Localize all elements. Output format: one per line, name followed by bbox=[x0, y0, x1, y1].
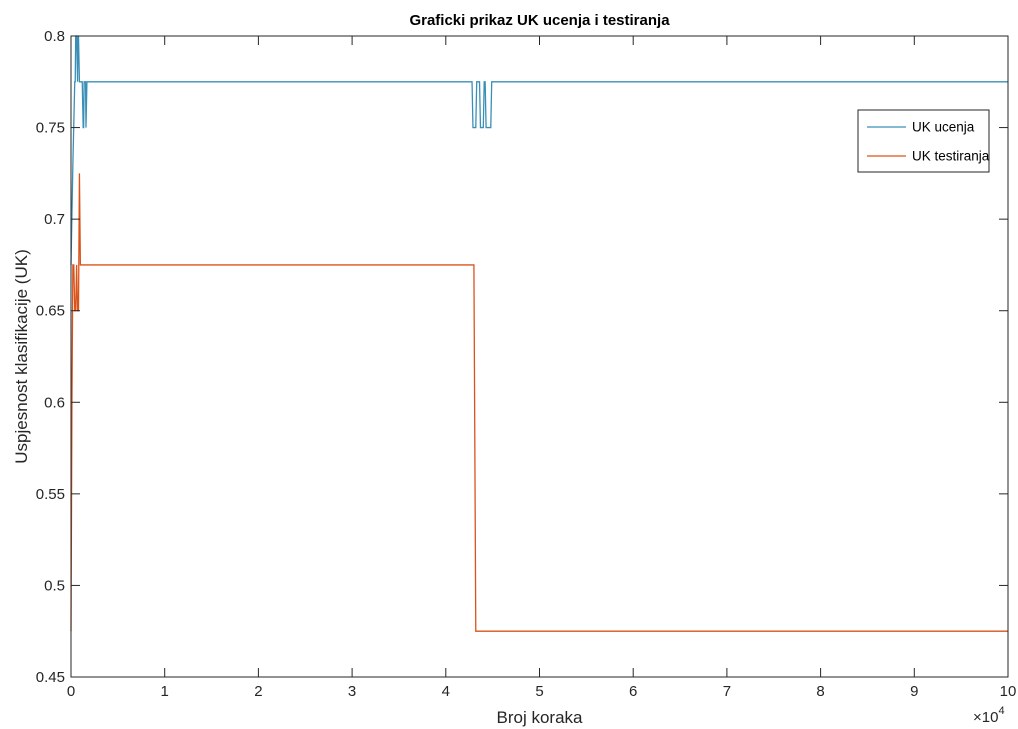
x-tick-label: 4 bbox=[442, 683, 450, 700]
plot-area bbox=[71, 36, 1008, 677]
x-tick-label: 3 bbox=[348, 683, 356, 700]
legend: UK ucenja UK testiranja bbox=[857, 109, 990, 173]
legend-box bbox=[857, 109, 990, 173]
x-tick-label: 8 bbox=[816, 683, 824, 700]
x-tick-label: 6 bbox=[629, 683, 637, 700]
x-tick-label: 10 bbox=[1000, 683, 1017, 700]
y-tick-label: 0.5 bbox=[44, 577, 65, 594]
y-tick-label: 0.65 bbox=[36, 303, 65, 320]
y-axis-label: Uspjesnost klasifikacije (UK) bbox=[12, 249, 31, 463]
x-tick-label: 7 bbox=[723, 683, 731, 700]
x-tick-label: 5 bbox=[535, 683, 543, 700]
x-axis-exponent-power: 4 bbox=[998, 705, 1004, 717]
x-tick-label: 9 bbox=[910, 683, 918, 700]
x-axis-exponent: ×104 bbox=[973, 705, 1005, 726]
x-tick-label: 0 bbox=[67, 683, 75, 700]
x-axis-label: Broj koraka bbox=[497, 708, 584, 727]
y-tick-label: 0.45 bbox=[36, 669, 65, 686]
series-line-uk-ucenja bbox=[70, 35, 1008, 265]
legend-label-uk-ucenja: UK ucenja bbox=[912, 120, 975, 135]
y-tick-label: 0.6 bbox=[44, 394, 65, 411]
y-tick-label: 0.8 bbox=[44, 28, 65, 45]
x-tick-label: 2 bbox=[254, 683, 262, 700]
y-tick-label: 0.55 bbox=[36, 486, 65, 503]
x-axis-exponent-base: ×10 bbox=[973, 709, 998, 726]
y-tick-label: 0.75 bbox=[36, 120, 65, 137]
ticks-group: 0 1 2 3 4 5 6 7 8 9 10 0.45 0.5 0.55 0.6 0.65 0.7 0.75 0.8 bbox=[36, 28, 1017, 700]
legend-label-uk-testiranja: UK testiranja bbox=[912, 149, 990, 164]
chart-title: Graficki prikaz UK ucenja i testiranja bbox=[409, 12, 670, 29]
x-tick-label: 1 bbox=[161, 683, 169, 700]
y-tick-label: 0.7 bbox=[44, 211, 65, 228]
